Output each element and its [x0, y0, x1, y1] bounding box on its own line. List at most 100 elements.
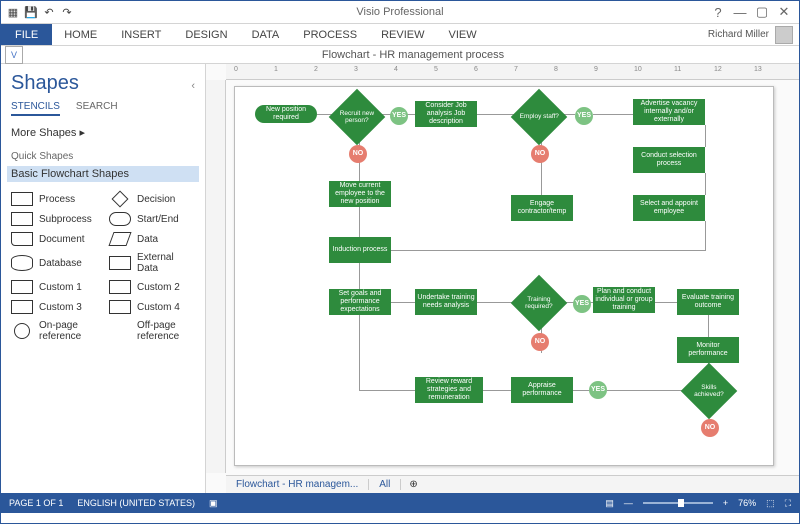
connector[interactable] [573, 390, 589, 391]
shape-stencil-item[interactable]: On-page reference [11, 320, 97, 342]
shape-stencil-item[interactable]: Custom 3 [11, 300, 97, 314]
drawing-page[interactable]: New position required Recruit new person?… [234, 86, 774, 466]
close-icon[interactable]: ✕ [777, 4, 791, 20]
zoom-slider[interactable] [643, 502, 713, 504]
shape-icon [112, 323, 128, 339]
zoom-level[interactable]: 76% [738, 498, 756, 508]
view-presentation-icon[interactable]: ▤ [605, 498, 614, 509]
connector[interactable] [483, 390, 511, 391]
shape-stencil-item[interactable]: Database [11, 252, 97, 274]
stencils-tab[interactable]: STENCILS [11, 101, 60, 116]
shape-label: Process [39, 194, 75, 205]
ribbon-tab-data[interactable]: DATA [240, 24, 292, 45]
decision-label[interactable]: YES [575, 107, 593, 125]
decision-label[interactable]: YES [589, 381, 607, 399]
connector[interactable] [359, 207, 360, 237]
flow-node[interactable]: Engage contractor/temp [511, 195, 573, 221]
shape-stencil-item[interactable]: Data [109, 232, 195, 246]
flow-node[interactable]: Appraise performance [511, 377, 573, 403]
help-icon[interactable]: ? [711, 5, 725, 20]
flow-node[interactable]: Consider Job analysis Job description [415, 101, 477, 127]
connector[interactable] [359, 390, 415, 391]
shape-icon [11, 232, 33, 246]
ribbon-tab-process[interactable]: PROCESS [291, 24, 369, 45]
zoom-out-icon[interactable]: — [624, 498, 633, 508]
shape-stencil-item[interactable]: Decision [109, 192, 195, 206]
shape-stencil-item[interactable]: Process [11, 192, 97, 206]
collapse-pane-icon[interactable]: ‹ [191, 80, 195, 92]
flow-node[interactable]: Induction process [329, 237, 391, 263]
flow-node[interactable]: Conduct selection process [633, 147, 705, 173]
shape-stencil-item[interactable]: Custom 4 [109, 300, 195, 314]
shape-stencil-item[interactable]: Custom 1 [11, 280, 97, 294]
ribbon-tab-design[interactable]: DESIGN [173, 24, 239, 45]
user-name[interactable]: Richard Miller [708, 29, 769, 40]
flow-node[interactable]: Employ staff? [511, 89, 568, 146]
avatar[interactable] [775, 26, 793, 44]
decision-label[interactable]: NO [349, 145, 367, 163]
sheet-tab-active[interactable]: Flowchart - HR managem... [226, 479, 369, 490]
decision-label[interactable]: YES [390, 107, 408, 125]
shape-label: Decision [137, 194, 175, 205]
ribbon-tab-insert[interactable]: INSERT [109, 24, 173, 45]
language-indicator[interactable]: ENGLISH (UNITED STATES) [77, 498, 195, 508]
maximize-icon[interactable]: ▢ [755, 4, 769, 20]
flow-node[interactable]: Skills achieved? [681, 363, 738, 420]
connector[interactable] [705, 221, 706, 251]
flow-node[interactable]: Select and appoint employee [633, 195, 705, 221]
shape-stencil-item[interactable]: Document [11, 232, 97, 246]
flow-node[interactable]: Advertise vacancy internally and/or exte… [633, 99, 705, 125]
minimize-icon[interactable]: — [733, 5, 747, 20]
fit-page-icon[interactable]: ⬚ [766, 498, 775, 509]
search-tab[interactable]: SEARCH [76, 101, 118, 116]
flow-node[interactable]: Recruit new person? [329, 89, 386, 146]
connector[interactable] [708, 315, 709, 337]
flow-node[interactable]: Undertake training needs analysis [415, 289, 477, 315]
zoom-in-icon[interactable]: + [723, 498, 728, 508]
flow-node[interactable]: Review reward strategies and remuneratio… [415, 377, 483, 403]
connector[interactable] [607, 390, 689, 391]
canvas[interactable]: 012345678910111213 New position required… [206, 64, 799, 493]
connector[interactable] [391, 302, 415, 303]
connector[interactable] [359, 315, 360, 391]
ribbon-tab-home[interactable]: HOME [52, 24, 109, 45]
more-shapes[interactable]: More Shapes [11, 127, 76, 139]
ribbon-tab-view[interactable]: VIEW [436, 24, 488, 45]
more-shapes-arrow-icon[interactable]: ▸ [80, 127, 86, 139]
redo-icon[interactable]: ↷ [59, 4, 75, 20]
connector[interactable] [705, 173, 706, 195]
shape-stencil-item[interactable]: Custom 2 [109, 280, 195, 294]
file-tab[interactable]: FILE [1, 24, 52, 45]
flow-node[interactable]: Evaluate training outcome [677, 289, 739, 315]
connector[interactable] [655, 302, 677, 303]
decision-label[interactable]: NO [531, 145, 549, 163]
decision-label[interactable]: YES [573, 295, 591, 313]
add-sheet-icon[interactable]: ⊕ [401, 479, 425, 490]
flow-node[interactable]: Move current employee to the new positio… [329, 181, 391, 207]
ribbon-tab-review[interactable]: REVIEW [369, 24, 436, 45]
save-icon[interactable]: 💾 [23, 4, 39, 20]
shape-stencil-item[interactable]: Off-page reference [109, 320, 195, 342]
connector[interactable] [359, 263, 360, 289]
connector[interactable] [391, 250, 705, 251]
decision-label[interactable]: NO [531, 333, 549, 351]
shape-stencil-item[interactable]: External Data [109, 252, 195, 274]
shapes-heading: Shapes [11, 72, 79, 95]
flow-node[interactable]: New position required [255, 105, 317, 123]
connector[interactable] [705, 125, 706, 147]
decision-label[interactable]: NO [701, 419, 719, 437]
quick-shapes[interactable]: Quick Shapes [11, 147, 195, 162]
connector[interactable] [593, 114, 633, 115]
shape-stencil-item[interactable]: Subprocess [11, 212, 97, 226]
flow-node[interactable]: Training required? [511, 275, 568, 332]
undo-icon[interactable]: ↶ [41, 4, 57, 20]
macro-icon[interactable]: ▣ [209, 498, 218, 509]
flow-node[interactable]: Set goals and performance expectations [329, 289, 391, 315]
flow-node[interactable]: Plan and conduct individual or group tra… [593, 287, 655, 313]
fullscreen-icon[interactable]: ⛶ [785, 498, 791, 509]
flow-node[interactable]: Monitor performance [677, 337, 739, 363]
basic-flowchart-shapes[interactable]: Basic Flowchart Shapes [7, 166, 199, 182]
sheet-tab-all[interactable]: All [369, 479, 401, 490]
shape-icon [11, 212, 33, 226]
shape-stencil-item[interactable]: Start/End [109, 212, 195, 226]
